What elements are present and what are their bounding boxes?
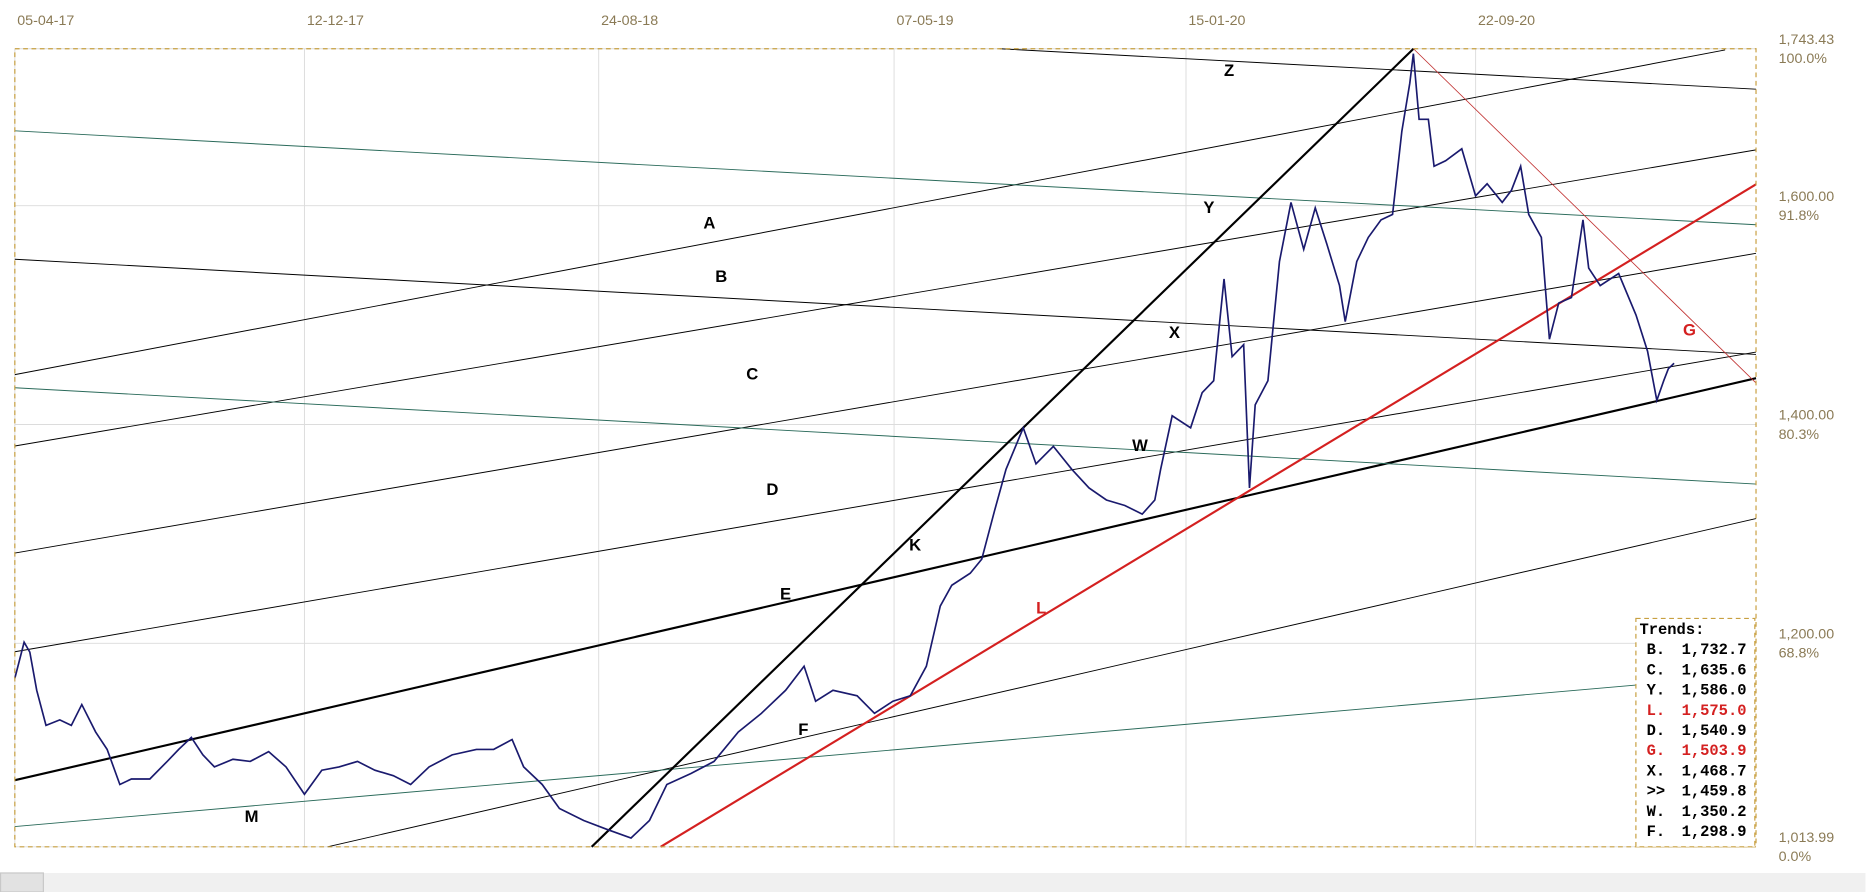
scrollbar[interactable] <box>0 872 1866 892</box>
trendlines <box>14 47 1757 848</box>
trend-value: 1,575.0 <box>1682 702 1747 720</box>
trends-box: Trends: B. 1,732.7 C. 1,635.6 Y. 1,586.0 L. 1,5… <box>1635 617 1756 848</box>
trend-key: C. <box>1647 661 1666 679</box>
x-tick-label: 22-09-20 <box>1478 13 1535 29</box>
trendline <box>14 49 1726 376</box>
trendline <box>14 252 1757 554</box>
y-tick-label: 1,600.00 <box>1779 189 1835 205</box>
y-tick-percent: 80.3% <box>1779 427 1820 443</box>
trend-label: Z <box>1224 61 1234 80</box>
trend-label: G <box>1683 320 1696 339</box>
trend-value: 1,459.8 <box>1682 783 1747 801</box>
y-tick-percent: 100.0% <box>1779 51 1828 67</box>
trendline <box>14 387 1757 485</box>
trend-label: A <box>703 213 715 232</box>
x-tick-label: 24-08-18 <box>601 13 658 29</box>
trend-value: 1,468.7 <box>1682 762 1747 780</box>
trend-value: 1,298.9 <box>1682 823 1747 841</box>
y-tick-label: 1,013.99 <box>1779 830 1835 846</box>
trend-value: 1,540.9 <box>1682 722 1747 740</box>
trendline <box>327 518 1757 848</box>
trendline <box>14 130 1757 226</box>
trend-value: 1,586.0 <box>1682 682 1747 700</box>
trend-key: >> <box>1647 783 1666 801</box>
trendline <box>14 149 1757 447</box>
trend-label: K <box>909 536 921 555</box>
grid <box>14 48 1757 848</box>
plot-border <box>14 48 1757 848</box>
y-tick-percent: 0.0% <box>1779 849 1812 865</box>
y-tick-percent: 68.8% <box>1779 646 1820 662</box>
trendline <box>660 183 1757 848</box>
trendline <box>14 258 1757 355</box>
labels: 05-04-17 12-12-17 24-08-18 07-05-19 15-01-20… <box>17 13 1834 865</box>
trendline <box>14 377 1757 782</box>
y-tick-percent: 91.8% <box>1779 208 1820 224</box>
trendline <box>14 351 1757 653</box>
trend-key: X. <box>1647 762 1666 780</box>
trend-value: 1,503.9 <box>1682 742 1747 760</box>
y-tick-label: 1,400.00 <box>1779 408 1835 424</box>
y-tick-label: 1,743.43 <box>1779 32 1835 48</box>
trend-label: W <box>1132 436 1148 455</box>
trend-key: Y. <box>1647 682 1666 700</box>
trend-label: F <box>798 720 808 739</box>
trendline <box>590 47 1415 848</box>
trend-key: B. <box>1647 641 1666 659</box>
trend-label: M <box>245 807 259 826</box>
trends-box-frame <box>1635 617 1756 848</box>
trend-label: B <box>715 267 727 286</box>
trendline <box>999 48 1757 90</box>
trend-key: G. <box>1647 742 1666 760</box>
price-line <box>14 53 1675 839</box>
trend-label: E <box>780 584 791 603</box>
scroll-button[interactable] <box>0 872 44 892</box>
x-tick-label: 15-01-20 <box>1188 13 1245 29</box>
trend-label: Y <box>1203 198 1214 217</box>
trend-value: 1,635.6 <box>1682 661 1747 679</box>
trend-label: L <box>1036 599 1046 618</box>
x-tick-label: 05-04-17 <box>17 13 74 29</box>
trendline <box>1413 48 1757 384</box>
x-tick-label: 07-05-19 <box>896 13 953 29</box>
trends-title: Trends: <box>1639 621 1704 639</box>
trend-label: D <box>766 480 778 499</box>
trend-label: X <box>1169 323 1180 342</box>
trend-value: 1,732.7 <box>1682 641 1747 659</box>
series <box>14 53 1675 839</box>
trend-key: D. <box>1647 722 1666 740</box>
trend-key: W. <box>1647 803 1666 821</box>
x-tick-label: 12-12-17 <box>307 13 364 29</box>
trendline <box>14 684 1636 828</box>
trend-key: L. <box>1647 702 1666 720</box>
trend-key: F. <box>1647 823 1666 841</box>
y-tick-label: 1,200.00 <box>1779 627 1835 643</box>
trend-value: 1,350.2 <box>1682 803 1747 821</box>
trend-label: C <box>746 364 758 383</box>
